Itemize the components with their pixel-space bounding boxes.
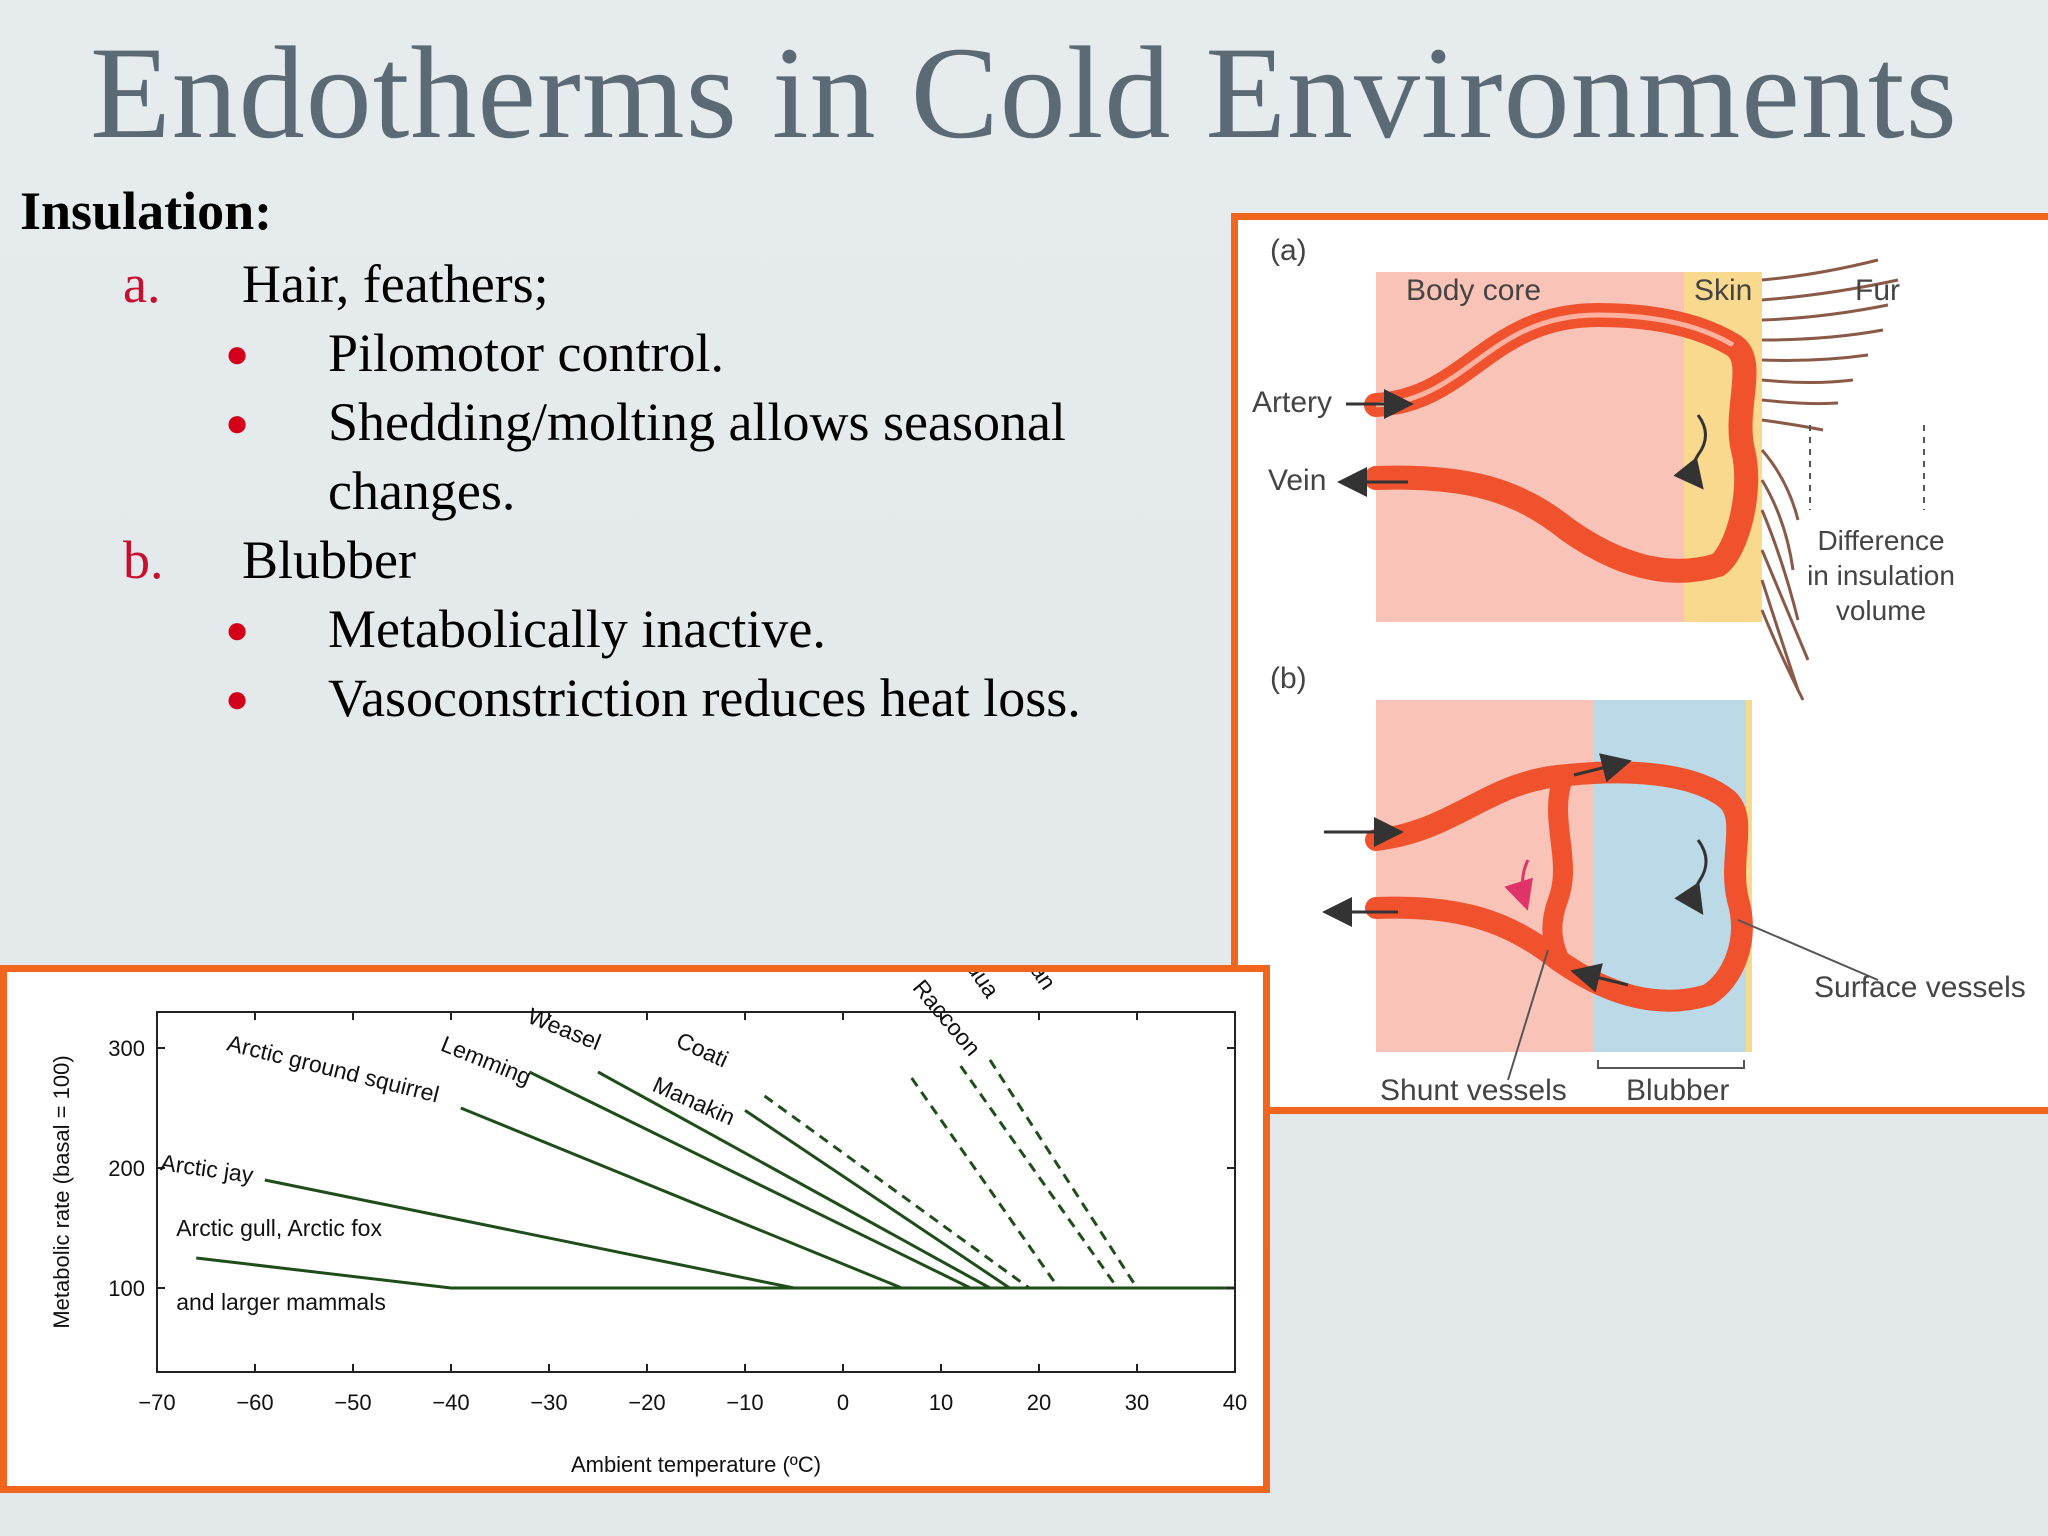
shunt-vessel — [1542, 774, 1573, 971]
x-tick-label: 20 — [1027, 1390, 1051, 1415]
series-line-4 — [528, 1070, 972, 1290]
series-line-7 — [910, 1077, 1060, 1289]
x-tick-label: −70 — [138, 1390, 175, 1415]
list-item-text: Blubber — [242, 530, 416, 590]
panel-a-label: (a) — [1270, 234, 1307, 267]
shunt-flow-arrow-icon — [1504, 859, 1533, 911]
section-heading: Insulation: — [20, 181, 273, 241]
x-tick-label: 30 — [1125, 1390, 1149, 1415]
x-tick-label: −40 — [432, 1390, 469, 1415]
blubber-bracket — [1597, 1060, 1745, 1069]
list-item-text: Hair, feathers; — [242, 254, 549, 314]
x-axis-label: Ambient temperature (ºC) — [571, 1452, 821, 1477]
x-tick-label: −10 — [726, 1390, 763, 1415]
series-line-1 — [264, 1178, 795, 1290]
list-item: b. Blubber — [20, 526, 1200, 595]
series-labels: Arctic gull, Arctic fox Arctic jay Arctic … — [159, 920, 1062, 1315]
series-label: Lemming — [438, 1031, 535, 1091]
bullet-item: ● Pilomotor control. — [20, 319, 1200, 388]
series-line-8 — [959, 1065, 1119, 1289]
series-label: Arctic jay — [159, 1149, 255, 1188]
series-label: African — [1000, 972, 1062, 994]
insulation-diagram: (a) Body core Skin Fur Artery Vein Diffe… — [1252, 234, 2026, 1107]
plot-frame — [156, 1011, 1236, 1373]
list-marker: b. — [123, 530, 164, 590]
series-line-9 — [988, 1059, 1139, 1289]
list-marker: a. — [123, 254, 161, 314]
fur-label: Fur — [1855, 274, 1900, 307]
difference-label-1: Difference — [1817, 525, 1944, 556]
shunt-pointer-line — [1507, 949, 1549, 1081]
artery-label: Artery — [1252, 386, 1332, 419]
flow-arrow-icon — [1573, 753, 1632, 783]
skin-label: Skin — [1694, 274, 1752, 307]
series-line-6 — [763, 1094, 1031, 1290]
vessel-highlight — [1375, 312, 1735, 408]
series-label: Weasel — [524, 1003, 604, 1056]
bullet-dot-icon: ● — [225, 607, 250, 652]
series-label: Arctic ground squirrel — [225, 1030, 442, 1108]
y-tick-label: 100 — [108, 1276, 145, 1301]
series-label: Arctic gull, Arctic fox — [176, 1215, 382, 1241]
bullet-item: ● Metabolically inactive. — [20, 595, 1200, 664]
series-label: and larger mammals — [176, 1289, 386, 1315]
x-tick-label: 10 — [929, 1390, 953, 1415]
difference-label-3: volume — [1836, 595, 1926, 626]
slide-title: Endotherms in Cold Environments — [90, 19, 1958, 166]
series-line-3 — [597, 1070, 991, 1290]
flow-arrow-icon — [1570, 963, 1629, 993]
panel-b-label: (b) — [1270, 662, 1307, 695]
surface-vessels-label: Surface vessels — [1814, 971, 2026, 1004]
y-tick-label: 200 — [108, 1156, 145, 1181]
body-core-label: Body core — [1406, 274, 1541, 307]
x-tick-label: −50 — [334, 1390, 371, 1415]
series-line-5 — [744, 1109, 1011, 1290]
metabolic-rate-chart-panel: −70 −60 −50 −40 −30 −20 −10 0 10 20 30 40 100 200 300… — [0, 920, 1270, 1493]
series-layer — [196, 1059, 1235, 1290]
bullet-dot-icon: ● — [225, 331, 250, 376]
vein-label: Vein — [1268, 464, 1326, 497]
blubber-label: Blubber — [1626, 1074, 1729, 1107]
bullet-text: Shedding/molting allows seasonal changes… — [328, 392, 1066, 521]
difference-label-2: in insulation — [1807, 560, 1955, 591]
series-line-0 — [196, 1256, 1235, 1290]
series-label: Vidua — [950, 972, 1004, 1002]
x-axis-ticks: −70 −60 −50 −40 −30 −20 −10 0 10 20 30 40 — [138, 1012, 1247, 1415]
x-tick-label: −20 — [628, 1390, 665, 1415]
flow-arrow-icon — [1673, 414, 1707, 490]
bullet-text: Vasoconstriction reduces heat loss. — [328, 668, 1081, 728]
flow-arrow-icon — [1674, 839, 1708, 915]
x-tick-label: −30 — [530, 1390, 567, 1415]
insulation-diagram-panel: (a) Body core Skin Fur Artery Vein Diffe… — [1231, 213, 2048, 1114]
y-axis-ticks: 100 200 300 — [108, 1036, 1235, 1301]
x-tick-label: −60 — [236, 1390, 273, 1415]
shunt-vessels-label: Shunt vessels — [1380, 1074, 1567, 1107]
metabolic-rate-chart: −70 −60 −50 −40 −30 −20 −10 0 10 20 30 40 100 200 300… — [49, 920, 1247, 1477]
bullet-text: Metabolically inactive. — [328, 599, 826, 659]
list-item: a. Hair, feathers; — [20, 250, 1200, 319]
y-tick-label: 300 — [108, 1036, 145, 1061]
series-line-2 — [460, 1106, 903, 1290]
bullet-text: Pilomotor control. — [328, 323, 724, 383]
fur-strands — [1760, 258, 1899, 701]
insulation-text: Insulation: a. Hair, feathers; ● Pilomot… — [20, 180, 1200, 733]
series-label: Manakin — [649, 1071, 739, 1130]
bullet-dot-icon: ● — [225, 400, 250, 445]
series-label: Coati — [673, 1027, 733, 1073]
skin-strip — [1746, 700, 1752, 1052]
bullet-item: ● Shedding/molting allows seasonal chang… — [20, 388, 1200, 526]
x-tick-label: 0 — [837, 1390, 849, 1415]
y-axis-label: Metabolic rate (basal = 100) — [49, 1055, 74, 1328]
x-tick-label: 40 — [1223, 1390, 1247, 1415]
bullet-dot-icon: ● — [225, 676, 250, 721]
surface-pointer-line — [1737, 919, 1879, 981]
bullet-item: ● Vasoconstriction reduces heat loss. — [20, 664, 1200, 733]
